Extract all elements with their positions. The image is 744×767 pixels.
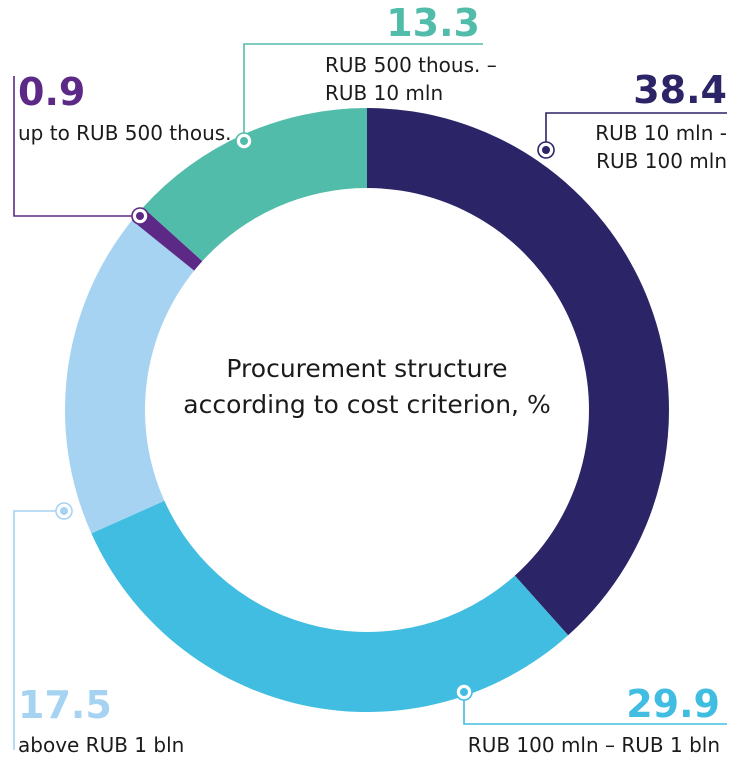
category-label-4-line-1: RUB 10 mln — [325, 81, 443, 105]
category-label-2-line-0: above RUB 1 bln — [18, 733, 184, 757]
callout-marker-dot-1 — [460, 688, 468, 696]
callout-line-2 — [13, 510, 64, 750]
category-label-4-line-0: RUB 500 thous. – — [325, 53, 497, 77]
chart-title-line-2: according to cost criterion, % — [183, 390, 550, 419]
category-label-1-line-0: RUB 100 mln – RUB 1 bln — [468, 733, 720, 757]
category-label-0-line-1: RUB 100 mln — [596, 149, 727, 173]
callout-marker-dot-3 — [136, 212, 144, 220]
data-label-value-4: 13.3 — [386, 1, 480, 45]
data-label-value-2: 17.5 — [18, 683, 112, 727]
callout-line-1 — [463, 692, 727, 725]
callout-marker-dot-0 — [542, 146, 550, 154]
callout-line-4 — [243, 43, 483, 141]
chart-title-line-1: Procurement structure — [226, 354, 507, 383]
callout-line-3 — [13, 76, 140, 217]
donut-slice-1 — [91, 500, 569, 712]
callout-marker-dot-4 — [240, 137, 248, 145]
callout-line-0 — [545, 112, 727, 150]
donut-slice-0 — [367, 108, 669, 636]
data-label-value-0: 38.4 — [633, 68, 727, 112]
category-label-3-line-0: up to RUB 500 thous. — [18, 121, 232, 145]
donut-slice-3 — [131, 207, 203, 271]
donut-slice-4 — [142, 108, 367, 262]
category-label-0-line-0: RUB 10 mln - — [595, 121, 727, 145]
callout-marker-dot-2 — [60, 507, 68, 515]
data-label-value-3: 0.9 — [18, 70, 85, 114]
donut-slice-2 — [64, 220, 195, 534]
data-label-value-1: 29.9 — [626, 682, 720, 726]
